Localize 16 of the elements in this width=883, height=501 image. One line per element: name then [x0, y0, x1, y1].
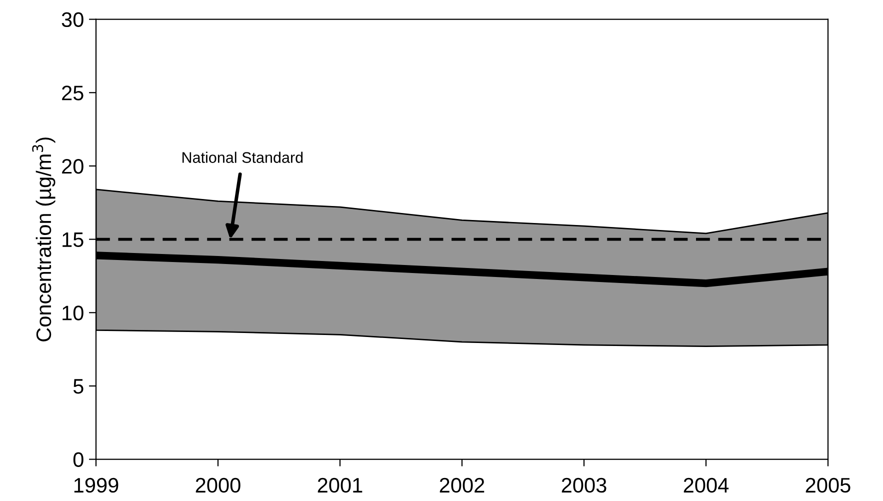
y-axis-title: Concentration (µg/m$^{3}$) — [32, 138, 56, 342]
y-tick-label: 10 — [62, 306, 84, 320]
x-tick-label: 1999 — [74, 478, 118, 493]
y-tick-label: 0 — [73, 452, 84, 468]
y-tick-label: 30 — [62, 12, 84, 28]
x-tick-label: 2002 — [440, 478, 484, 493]
x-tick-label: 2000 — [196, 478, 240, 493]
x-tick-label: 2001 — [318, 478, 362, 493]
y-tick-label: 25 — [62, 86, 84, 100]
y-tick-label: 15 — [62, 232, 84, 248]
x-tick-label: 2003 — [562, 478, 606, 493]
y-tick-label: 20 — [62, 158, 84, 174]
y-tick-label: 5 — [73, 379, 84, 394]
x-tick-label: 2004 — [684, 478, 729, 493]
annotation: National Standard — [182, 152, 303, 163]
x-tick-label: 2005 — [806, 478, 850, 493]
